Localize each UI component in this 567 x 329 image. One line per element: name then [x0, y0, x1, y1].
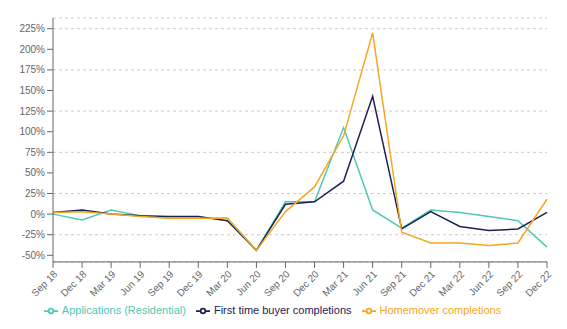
svg-text:Dec 18: Dec 18 [58, 268, 88, 298]
html-text:First time buyer completions: First time buyer completions [214, 303, 352, 316]
svg-text:150%: 150% [19, 85, 45, 96]
svg-text:-25%: -25% [22, 229, 45, 240]
svg-text:Dec 21: Dec 21 [407, 268, 437, 298]
svg-text:225%: 225% [19, 23, 45, 34]
svg-text:Mar 19: Mar 19 [88, 268, 118, 298]
svg-text:200%: 200% [19, 44, 45, 55]
svg-text:50%: 50% [25, 167, 45, 178]
svg-text:Mar 22: Mar 22 [436, 268, 466, 298]
svg-text:-50%: -50% [22, 250, 45, 261]
html-text:Applications (Residential): Applications (Residential) [61, 303, 186, 316]
svg-text:0%: 0% [31, 209, 46, 220]
svg-text:Dec 22: Dec 22 [523, 268, 553, 298]
svg-text:Sep 18: Sep 18 [29, 268, 59, 298]
svg-text:Mar 20: Mar 20 [204, 268, 234, 298]
svg-text:Mar 21: Mar 21 [320, 268, 350, 298]
svg-text:100%: 100% [19, 126, 45, 137]
svg-text:Dec 20: Dec 20 [291, 268, 321, 298]
svg-text:Sep 20: Sep 20 [262, 268, 292, 298]
svg-text:25%: 25% [25, 188, 45, 199]
svg-text:Jun 20: Jun 20 [234, 268, 263, 297]
svg-text:Jun 19: Jun 19 [118, 268, 147, 297]
svg-text:Jun 22: Jun 22 [466, 268, 495, 297]
html-text:Homemover completions: Homemover completions [379, 303, 502, 316]
svg-text:Jun 21: Jun 21 [350, 268, 379, 297]
svg-text:125%: 125% [19, 106, 45, 117]
svg-text:Sep 21: Sep 21 [378, 268, 408, 298]
svg-text:Sep 22: Sep 22 [494, 268, 524, 298]
svg-text:175%: 175% [19, 64, 45, 75]
svg-text:75%: 75% [25, 147, 45, 158]
svg-text:Dec 19: Dec 19 [175, 268, 205, 298]
svg-text:Sep 19: Sep 19 [145, 268, 175, 298]
